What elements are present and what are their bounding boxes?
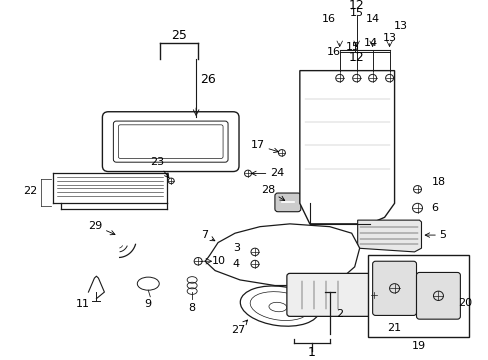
Text: 19: 19 [410, 341, 425, 351]
Text: 13: 13 [382, 33, 396, 43]
Text: 22: 22 [23, 186, 38, 196]
Text: 7: 7 [201, 230, 214, 241]
Polygon shape [357, 220, 421, 252]
Text: 3: 3 [233, 243, 240, 253]
Text: 9: 9 [144, 299, 152, 309]
Polygon shape [204, 224, 359, 285]
Text: 8: 8 [188, 303, 195, 313]
Text: 27: 27 [230, 320, 247, 336]
Text: 16: 16 [326, 47, 340, 57]
Text: 15: 15 [345, 42, 359, 52]
FancyBboxPatch shape [286, 273, 370, 316]
Text: 14: 14 [363, 37, 377, 48]
FancyBboxPatch shape [118, 125, 223, 158]
Text: 12: 12 [348, 51, 364, 64]
FancyBboxPatch shape [113, 121, 227, 162]
Text: 16: 16 [321, 14, 335, 24]
Text: 18: 18 [430, 177, 445, 187]
Text: 28: 28 [260, 185, 284, 201]
Text: 14: 14 [365, 14, 379, 24]
Text: 5: 5 [425, 230, 446, 240]
Text: 11: 11 [75, 299, 89, 309]
Polygon shape [299, 71, 394, 224]
Text: 13: 13 [393, 21, 407, 31]
Text: 25: 25 [171, 29, 187, 42]
FancyBboxPatch shape [372, 261, 416, 315]
Text: 10: 10 [212, 256, 225, 266]
Text: 23: 23 [150, 157, 169, 178]
Text: 24: 24 [251, 168, 284, 179]
Text: 15: 15 [349, 8, 363, 18]
Text: 26: 26 [200, 73, 216, 86]
FancyBboxPatch shape [274, 193, 300, 212]
FancyBboxPatch shape [416, 273, 459, 319]
Text: 12: 12 [348, 0, 364, 12]
Text: 21: 21 [386, 323, 401, 333]
Text: 4: 4 [232, 259, 240, 269]
Text: 29: 29 [88, 221, 115, 235]
Text: 6: 6 [430, 203, 438, 213]
FancyBboxPatch shape [102, 112, 239, 171]
Text: 20: 20 [457, 298, 471, 308]
Bar [367, 255, 468, 337]
Text: 1: 1 [307, 346, 315, 359]
Text: 17: 17 [250, 140, 278, 153]
Text: 2: 2 [335, 309, 343, 319]
